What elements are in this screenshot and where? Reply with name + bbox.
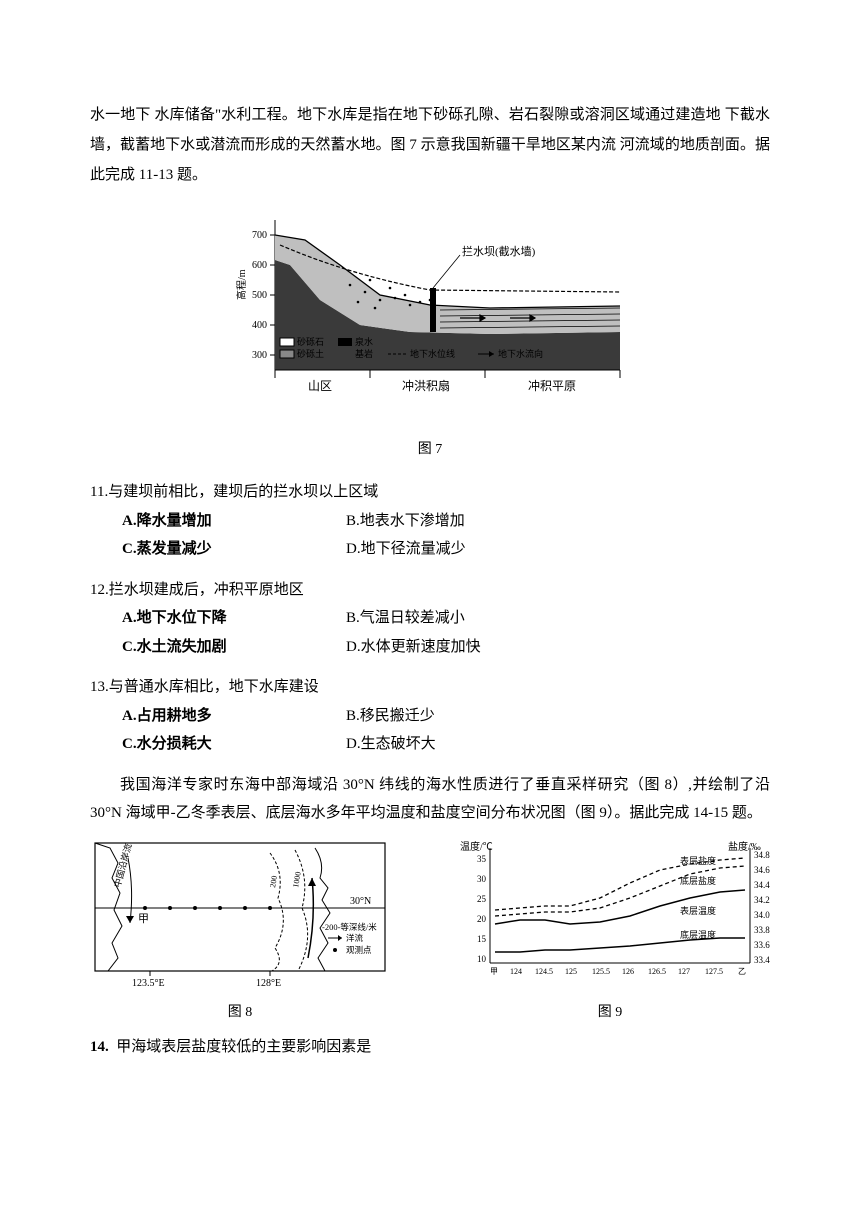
question-13: 13.与普通水库相比，地下水库建设 xyxy=(90,673,770,702)
fig8-legend: -200-等深线/米 xyxy=(322,922,377,932)
figure-9: 温度/℃ 盐度/‰ 35 30 25 20 15 10 34.8 34.6 34… xyxy=(450,838,770,1021)
fig9-xtick: 126 xyxy=(622,967,634,976)
option-12a: A.地下水位下降 xyxy=(122,610,227,626)
fig7-legend: 泉水 xyxy=(355,336,373,347)
fig9-xtick: 甲 xyxy=(490,967,498,976)
fig7-legend: 地下水流向 xyxy=(498,348,543,359)
fig9-ltick: 10 xyxy=(477,954,487,964)
fig9-rtick: 34.6 xyxy=(754,865,770,875)
fig9-left-axis: 温度/℃ xyxy=(460,840,493,853)
fig7-ytick: 600 xyxy=(252,260,267,271)
question-11-options: A.降水量增加 B.地表水下渗增加 C.蒸发量减少 D.地下径流量减少 xyxy=(90,507,770,564)
fig7-yaxis-label: 高程/m xyxy=(235,269,248,300)
fig7-legend: 地下水位线 xyxy=(410,348,455,359)
option-13d: D.生态破坏大 xyxy=(346,736,436,752)
fig8-lat: 30°N xyxy=(350,896,371,907)
fig9-rtick: 33.6 xyxy=(754,940,770,950)
fig9-xtick: 乙 xyxy=(738,967,746,976)
question-12-options: A.地下水位下降 B.气温日较差减小 C.水土流失加剧 D.水体更新速度加快 xyxy=(90,604,770,661)
fig9-rtick: 33.4 xyxy=(754,955,770,965)
fig7-legend: 砂砾土 xyxy=(297,348,324,359)
option-11c: C.蒸发量减少 xyxy=(122,541,212,557)
fig9-rtick: 34.2 xyxy=(754,895,770,905)
question-14: 14. 甲海域表层盐度较低的主要影响因素是 xyxy=(90,1033,770,1062)
fig9-xtick: 125.5 xyxy=(592,967,610,976)
option-13c: C.水分损耗大 xyxy=(122,736,212,752)
question-12: 12.拦水坝建成后，冲积平原地区 xyxy=(90,576,770,605)
fig9-ltick: 25 xyxy=(477,894,487,904)
fig9-xtick: 127.5 xyxy=(705,967,723,976)
fig8-x1: 123.5°E xyxy=(132,978,165,988)
option-13b: B.移民搬迁少 xyxy=(346,708,435,724)
fig9-ltick: 30 xyxy=(477,874,487,884)
figure-8-caption: 图 8 xyxy=(90,1001,390,1021)
fig7-ytick: 400 xyxy=(252,320,267,331)
fig8-x2: 128°E xyxy=(256,978,281,988)
option-12d: D.水体更新速度加快 xyxy=(346,639,481,655)
fig8-legend: 观测点 xyxy=(346,945,372,955)
figure-8-svg: 中国沿岸流 30°N 甲 200 1000 123.5°E 128°E xyxy=(90,838,390,988)
figure-9-svg: 温度/℃ 盐度/‰ 35 30 25 20 15 10 34.8 34.6 34… xyxy=(450,838,770,988)
option-11d: D.地下径流量减少 xyxy=(346,541,466,557)
fig9-bot-sal: 底层盐度 xyxy=(680,875,716,886)
intro-paragraph: 水一地下 水库储备"水利工程。地下水库是指在地下砂砾孔隙、岩石裂隙或溶洞区域通过… xyxy=(90,100,770,190)
fig9-xtick: 127 xyxy=(678,967,690,976)
passage-2: 我国海洋专家时东海中部海域沿 30°N 纬线的海水性质进行了垂直采样研究（图 8… xyxy=(90,771,770,828)
figure-9-caption: 图 9 xyxy=(450,1001,770,1021)
fig9-surf-temp: 表层温度 xyxy=(680,905,716,916)
fig7-ytick: 700 xyxy=(252,230,267,241)
fig7-zone: 冲积平原 xyxy=(528,378,576,393)
question-11: 11.与建坝前相比，建坝后的拦水坝以上区域 xyxy=(90,478,770,507)
fig8-jia: 甲 xyxy=(138,913,149,925)
fig9-bot-temp: 底层温度 xyxy=(680,929,716,940)
option-11b: B.地表水下渗增加 xyxy=(346,513,465,529)
fig9-surf-sal: 表层盐度 xyxy=(680,855,716,866)
fig9-rtick: 34.0 xyxy=(754,910,770,920)
fig9-rtick: 34.8 xyxy=(754,850,770,860)
q14-stem: 甲海域表层盐度较低的主要影响因素是 xyxy=(116,1039,371,1055)
fig9-xtick: 126.5 xyxy=(648,967,666,976)
fig9-ltick: 35 xyxy=(477,854,487,864)
option-11a: A.降水量增加 xyxy=(122,513,212,529)
figure-7: 高程/m 700 600 500 400 300 xyxy=(90,210,770,458)
fig9-xtick: 124.5 xyxy=(535,967,553,976)
fig7-ytick: 300 xyxy=(252,350,267,361)
option-12b: B.气温日较差减小 xyxy=(346,610,465,626)
fig7-zone: 冲洪积扇 xyxy=(402,378,450,393)
option-13a: A.占用耕地多 xyxy=(122,708,212,724)
fig7-zone: 山区 xyxy=(308,379,332,393)
option-12c: C.水土流失加剧 xyxy=(122,639,227,655)
fig7-legend: 基岩 xyxy=(355,348,373,359)
figure-8: 中国沿岸流 30°N 甲 200 1000 123.5°E 128°E xyxy=(90,838,390,1021)
fig9-xtick: 124 xyxy=(510,967,522,976)
fig9-rtick: 33.8 xyxy=(754,925,770,935)
fig9-ltick: 15 xyxy=(477,934,487,944)
fig7-ytick: 500 xyxy=(252,290,267,301)
figure-7-caption: 图 7 xyxy=(90,438,770,458)
question-13-options: A.占用耕地多 B.移民搬迁少 C.水分损耗大 D.生态破坏大 xyxy=(90,702,770,759)
fig7-legend: 砂砾石 xyxy=(297,336,324,347)
fig8-legend: 洋流 xyxy=(346,933,364,943)
q14-number: 14. xyxy=(90,1039,109,1055)
figure-7-svg: 高程/m 700 600 500 400 300 xyxy=(230,210,630,430)
figures-8-9: 中国沿岸流 30°N 甲 200 1000 123.5°E 128°E xyxy=(90,838,770,1021)
fig9-xtick: 125 xyxy=(565,967,577,976)
fig7-dam-label: 拦水坝(截水墙) xyxy=(462,244,536,258)
fig9-rtick: 34.4 xyxy=(754,880,770,890)
fig9-ltick: 20 xyxy=(477,914,487,924)
